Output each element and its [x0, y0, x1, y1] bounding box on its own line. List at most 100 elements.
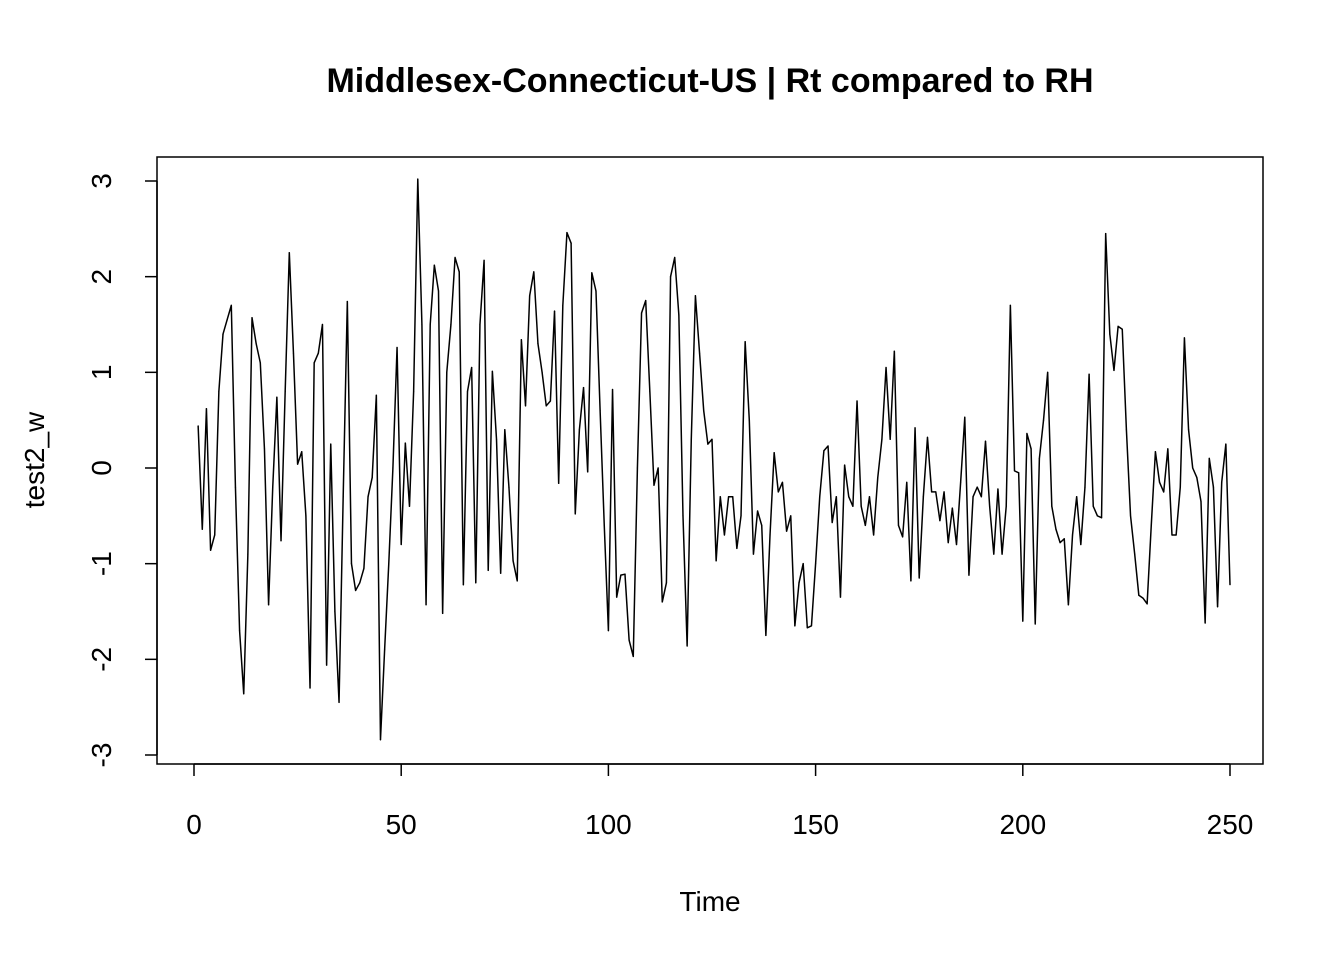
- data-point: [338, 701, 340, 703]
- data-point: [247, 553, 249, 555]
- data-point: [798, 582, 800, 584]
- data-point: [1154, 451, 1157, 453]
- data-point: [421, 323, 423, 326]
- data-point: [350, 563, 353, 565]
- data-point: [1038, 457, 1040, 460]
- data-point: [487, 569, 489, 571]
- x-axis: 0 50 100 150 200 250: [186, 763, 1253, 840]
- data-point: [993, 553, 995, 555]
- data-point: [777, 491, 779, 493]
- data-point: [698, 352, 701, 354]
- data-point: [1018, 472, 1020, 474]
- data-point: [570, 242, 572, 244]
- data-point: [839, 596, 842, 598]
- x-tick-label: 50: [386, 809, 417, 840]
- data-point: [682, 515, 684, 517]
- data-point: [1117, 325, 1119, 328]
- data-point: [678, 314, 680, 316]
- data-point: [918, 577, 920, 579]
- data-point: [218, 390, 220, 393]
- data-point: [301, 451, 303, 453]
- data-point: [752, 553, 755, 555]
- data-point: [1158, 481, 1161, 483]
- data-point: [433, 264, 435, 266]
- data-point: [541, 371, 543, 373]
- data-point: [342, 496, 344, 498]
- data-point: [794, 625, 796, 627]
- data-point: [292, 352, 295, 354]
- data-point: [649, 390, 651, 393]
- data-point: [230, 304, 232, 306]
- data-point: [1105, 233, 1107, 235]
- data-point: [504, 429, 506, 431]
- data-point: [201, 528, 203, 530]
- data-point: [1208, 457, 1210, 460]
- data-point: [1051, 505, 1053, 507]
- data-point: [968, 574, 970, 576]
- data-point: [1059, 542, 1061, 544]
- data-point: [935, 491, 937, 493]
- data-point: [520, 339, 522, 341]
- data-point: [309, 687, 311, 689]
- data-point: [1026, 432, 1028, 435]
- data-point: [897, 524, 900, 527]
- data-point: [272, 486, 274, 488]
- data-point: [964, 416, 966, 418]
- data-point: [661, 601, 663, 603]
- data-point: [1200, 500, 1202, 503]
- data-point: [558, 482, 560, 484]
- data-point: [466, 390, 469, 393]
- data-point: [926, 436, 929, 438]
- data-point: [1022, 620, 1024, 622]
- data-point: [413, 390, 415, 393]
- data-point: [375, 394, 377, 396]
- data-point: [1047, 371, 1049, 373]
- data-point: [1034, 623, 1036, 625]
- data-point: [922, 496, 924, 498]
- data-point: [533, 271, 535, 273]
- y-tick-label: 1: [86, 365, 117, 381]
- data-point: [475, 582, 477, 584]
- data-point: [632, 655, 634, 658]
- data-point: [881, 438, 883, 440]
- data-point: [276, 396, 278, 398]
- data-point: [437, 290, 440, 292]
- data-point: [848, 496, 850, 498]
- data-point: [363, 567, 365, 570]
- data-point: [566, 232, 568, 234]
- data-point: [902, 536, 904, 538]
- data-point: [599, 410, 601, 412]
- data-point: [719, 496, 721, 498]
- data-point: [197, 425, 199, 427]
- data-point: [769, 534, 771, 536]
- data-point: [512, 560, 514, 562]
- data-point: [243, 693, 245, 695]
- data-point: [1138, 594, 1140, 596]
- data-point: [765, 634, 767, 637]
- data-point: [727, 496, 730, 498]
- data-point: [404, 442, 406, 444]
- data-point: [1113, 369, 1115, 372]
- data-point: [549, 400, 551, 402]
- data-point: [636, 467, 639, 469]
- data-point: [1150, 524, 1152, 527]
- data-point: [1030, 448, 1032, 450]
- data-point: [388, 563, 390, 565]
- data-point: [1212, 486, 1215, 488]
- data-point: [955, 543, 958, 546]
- data-point: [1009, 304, 1011, 306]
- y-tick-label: -1: [86, 551, 117, 576]
- data-point: [1080, 543, 1082, 546]
- data-point: [1183, 337, 1186, 339]
- data-point: [288, 252, 290, 254]
- data-point: [885, 366, 887, 369]
- data-point: [591, 272, 593, 274]
- data-point: [893, 350, 895, 352]
- data-point: [815, 563, 817, 565]
- data-point: [715, 560, 717, 562]
- data-point: [1225, 443, 1227, 445]
- series-points: [197, 178, 1231, 741]
- data-point: [827, 445, 829, 447]
- data-point: [910, 580, 912, 582]
